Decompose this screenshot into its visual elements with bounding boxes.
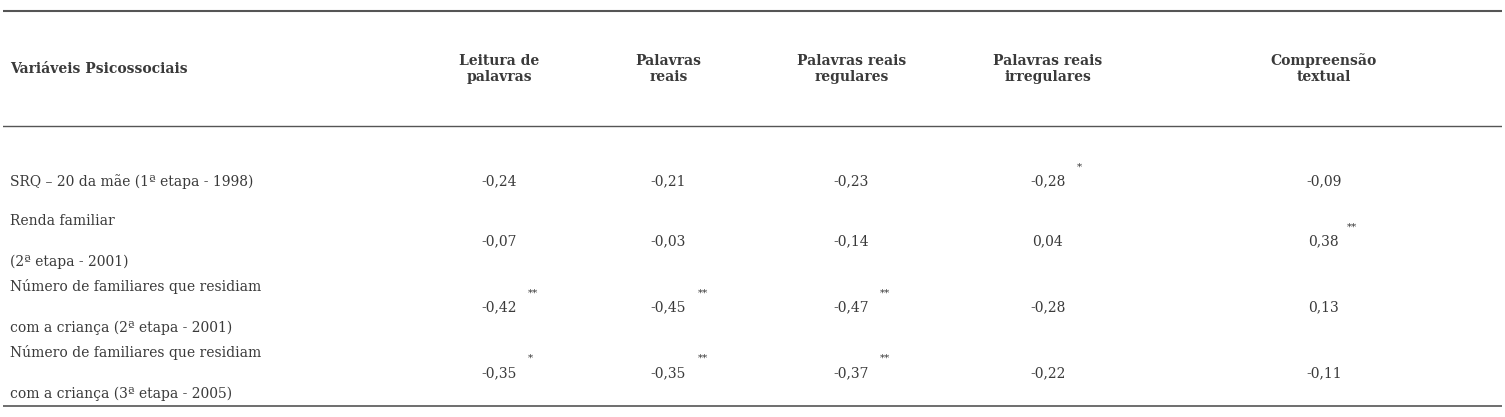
- Text: -0,14: -0,14: [834, 234, 870, 249]
- Text: -0,28: -0,28: [1031, 300, 1066, 314]
- Text: Palavras reais
irregulares: Palavras reais irregulares: [993, 53, 1103, 84]
- Text: 0,04: 0,04: [1032, 234, 1063, 249]
- Text: -0,07: -0,07: [482, 234, 516, 249]
- Text: Palavras
reais: Palavras reais: [635, 53, 701, 84]
- Text: -0,47: -0,47: [834, 300, 870, 314]
- Text: Número de familiares que residiam: Número de familiares que residiam: [11, 345, 262, 360]
- Text: (2ª etapa - 2001): (2ª etapa - 2001): [11, 255, 129, 269]
- Text: -0,22: -0,22: [1031, 366, 1066, 380]
- Text: Compreensão
textual: Compreensão textual: [1270, 53, 1377, 84]
- Text: Palavras reais
regulares: Palavras reais regulares: [796, 53, 906, 84]
- Text: -0,23: -0,23: [834, 175, 870, 189]
- Text: Renda familiar: Renda familiar: [11, 214, 114, 228]
- Text: -0,35: -0,35: [650, 366, 686, 380]
- Text: **: **: [880, 288, 891, 297]
- Text: -0,03: -0,03: [650, 234, 686, 249]
- Text: -0,09: -0,09: [1306, 175, 1341, 189]
- Text: **: **: [880, 354, 891, 363]
- Text: -0,45: -0,45: [650, 300, 686, 314]
- Text: **: **: [1347, 223, 1358, 231]
- Text: -0,11: -0,11: [1306, 366, 1341, 380]
- Text: -0,42: -0,42: [482, 300, 516, 314]
- Text: 0,38: 0,38: [1308, 234, 1339, 249]
- Text: -0,24: -0,24: [482, 175, 516, 189]
- Text: -0,28: -0,28: [1031, 175, 1066, 189]
- Text: com a criança (2ª etapa - 2001): com a criança (2ª etapa - 2001): [11, 321, 233, 335]
- Text: 0,13: 0,13: [1308, 300, 1339, 314]
- Text: *: *: [528, 354, 533, 363]
- Text: -0,35: -0,35: [482, 366, 516, 380]
- Text: **: **: [697, 354, 707, 363]
- Text: SRQ – 20 da mãe (1ª etapa - 1998): SRQ – 20 da mãe (1ª etapa - 1998): [11, 174, 254, 189]
- Text: -0,21: -0,21: [650, 175, 686, 189]
- Text: **: **: [697, 288, 707, 297]
- Text: -0,37: -0,37: [834, 366, 870, 380]
- Text: Leitura de
palavras: Leitura de palavras: [459, 53, 539, 84]
- Text: *: *: [1076, 163, 1082, 172]
- Text: com a criança (3ª etapa - 2005): com a criança (3ª etapa - 2005): [11, 387, 232, 401]
- Text: **: **: [528, 288, 539, 297]
- Text: Número de familiares que residiam: Número de familiares que residiam: [11, 279, 262, 294]
- Text: Variáveis Psicossociais: Variáveis Psicossociais: [11, 62, 188, 75]
